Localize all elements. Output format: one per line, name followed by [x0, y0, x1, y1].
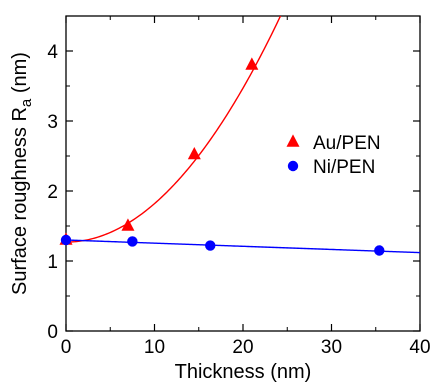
x-axis-label: Thickness (nm) — [175, 361, 312, 383]
x-tick-label: 20 — [232, 337, 253, 358]
legend-marker-ni-pen — [288, 161, 298, 171]
data-point-ni-pen — [374, 245, 384, 255]
legend-label-ni-pen: Ni/PEN — [313, 157, 375, 178]
y-tick-label: 1 — [47, 252, 58, 273]
fit-line-ni-pen — [66, 240, 420, 253]
fit-line-au-pen — [66, 0, 420, 242]
x-tick-label: 40 — [409, 337, 430, 358]
y-axis-label-main: Surface roughness R — [9, 107, 31, 295]
y-tick-label: 0 — [47, 322, 58, 343]
data-point-ni-pen — [61, 235, 71, 245]
x-tick-label: 30 — [321, 337, 342, 358]
data-point-ni-pen — [205, 240, 215, 250]
legend-marker-au-pen — [287, 134, 300, 146]
data-point-au-pen — [188, 147, 201, 159]
x-tick-label: 10 — [144, 337, 165, 358]
x-tick-label: 0 — [61, 337, 72, 358]
y-tick-label: 3 — [47, 112, 58, 133]
y-axis-label: Surface roughness Ra (nm) — [9, 52, 35, 295]
data-point-ni-pen — [127, 236, 137, 246]
y-tick-label: 4 — [47, 42, 58, 63]
y-tick-label: 2 — [47, 182, 58, 203]
legend-label-au-pen: Au/PEN — [313, 133, 381, 154]
y-axis-label-unit: (nm) — [9, 52, 31, 99]
